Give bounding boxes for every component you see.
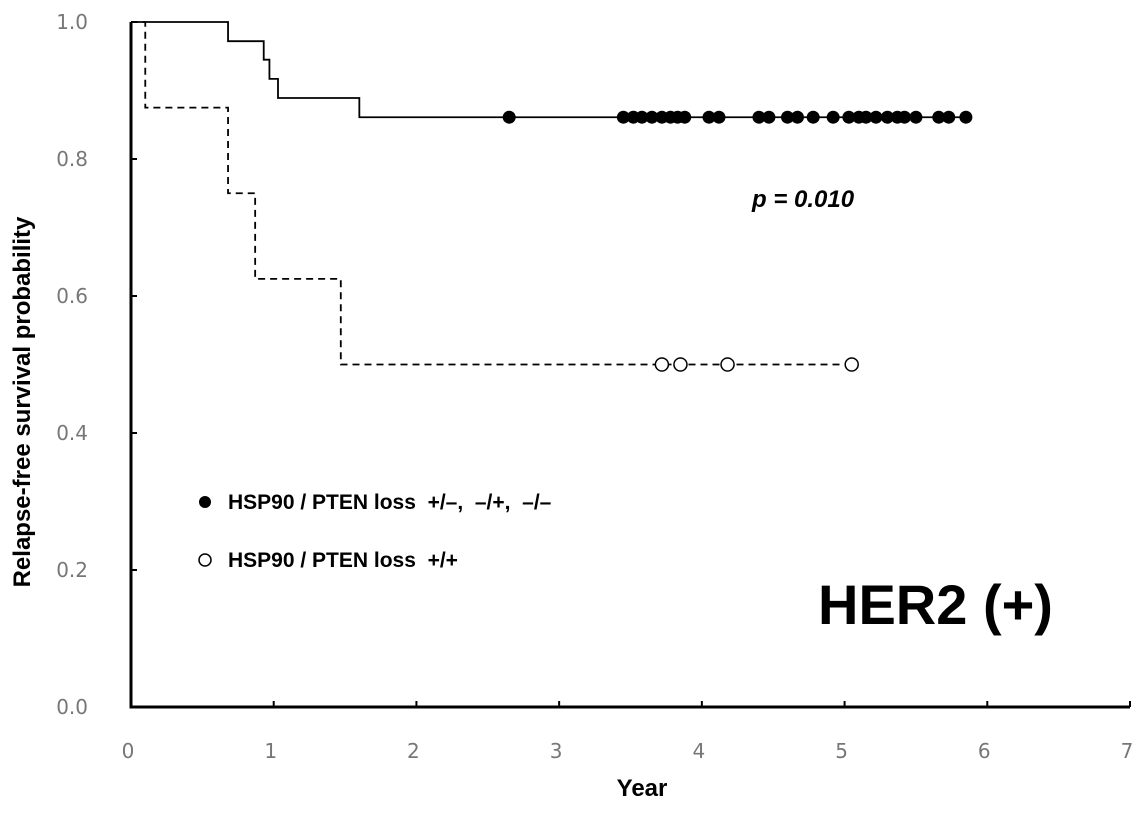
x-tick-label: 3 xyxy=(550,739,563,763)
censor-mark-series-2 xyxy=(844,357,859,372)
censor-mark-series-1 xyxy=(616,110,630,124)
survival-curve-series-1 xyxy=(131,21,966,119)
y-tick-label: 0.2 xyxy=(56,558,88,582)
censor-mark-series-1 xyxy=(712,110,726,124)
legend-marker-filled xyxy=(199,496,211,508)
x-tick-label: 4 xyxy=(692,739,705,763)
censor-mark-series-1 xyxy=(762,110,776,124)
y-tick-label: 0.8 xyxy=(56,147,88,171)
censor-mark-series-1 xyxy=(898,110,912,124)
subgroup-label: HER2 (+) xyxy=(818,573,1053,636)
x-tick-label: 6 xyxy=(978,739,991,763)
censor-mark-series-1 xyxy=(842,110,856,124)
x-tick-label: 1 xyxy=(264,739,277,763)
censor-mark-series-1 xyxy=(869,110,883,124)
censor-mark-series-1 xyxy=(752,110,766,124)
censor-mark-series-1 xyxy=(790,110,804,124)
y-tick-label: 0.4 xyxy=(56,421,88,445)
x-tick-label: 2 xyxy=(407,739,420,763)
x-ticks: 0 1 2 3 4 5 6 7 xyxy=(122,701,1134,763)
censor-marks xyxy=(502,110,973,372)
censor-mark-series-1 xyxy=(932,110,946,124)
y-tick-label: 0.6 xyxy=(56,284,88,308)
x-tick-label: 7 xyxy=(1121,739,1134,763)
censor-mark-series-1 xyxy=(502,110,516,124)
censor-mark-series-1 xyxy=(859,110,873,124)
survival-curves xyxy=(131,21,966,366)
censor-mark-series-1 xyxy=(635,110,649,124)
censor-mark-series-1 xyxy=(645,110,659,124)
y-ticks: 0.0 0.2 0.4 0.6 0.8 1.0 xyxy=(56,10,137,719)
censor-mark-series-2 xyxy=(720,357,735,372)
censor-mark-series-2 xyxy=(654,357,670,372)
x-axis-title: Year xyxy=(617,775,668,802)
axes xyxy=(129,22,1130,709)
censor-mark-series-1 xyxy=(678,110,692,124)
censor-mark-series-2 xyxy=(673,357,688,372)
censor-mark-series-1 xyxy=(880,110,894,124)
censor-mark-series-1 xyxy=(702,110,716,124)
x-tick-label: 5 xyxy=(835,739,848,763)
y-tick-label: 1.0 xyxy=(56,10,88,34)
y-tick-label: 0.0 xyxy=(56,695,88,719)
censor-mark-series-1 xyxy=(826,110,840,124)
y-axis-title: Relapse-free survival probability xyxy=(9,216,36,587)
censor-mark-series-1 xyxy=(959,110,973,124)
p-value-annotation: p = 0.010 xyxy=(751,186,855,213)
censor-mark-series-1 xyxy=(806,110,820,124)
legend-marker-open xyxy=(198,553,212,567)
survival-curve-series-2 xyxy=(131,21,852,366)
censor-mark-series-1 xyxy=(942,110,956,124)
legend-entry-2: HSP90 / PTEN loss +/+ xyxy=(228,549,458,572)
x-tick-label: 0 xyxy=(122,739,135,763)
legend: HSP90 / PTEN loss +/–, –/+, –/– HSP90 / … xyxy=(198,491,552,572)
legend-entry-1: HSP90 / PTEN loss +/–, –/+, –/– xyxy=(228,491,552,514)
censor-mark-series-1 xyxy=(780,110,794,124)
censor-mark-series-1 xyxy=(909,110,923,124)
